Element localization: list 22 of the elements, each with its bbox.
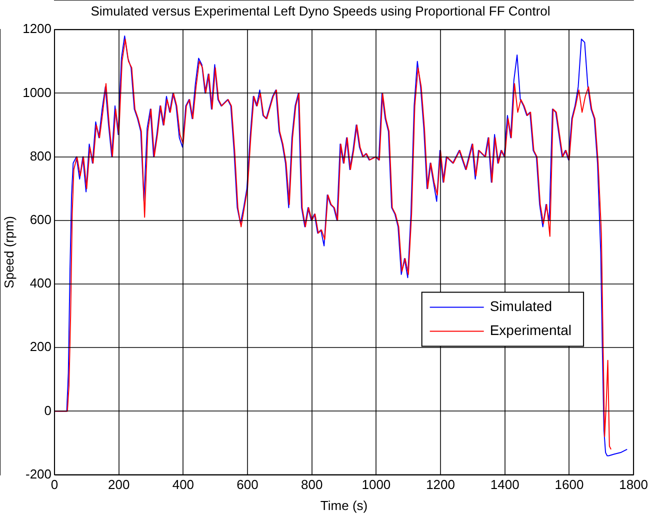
y-tick-label: 0 <box>44 402 52 418</box>
y-tick-label: 1000 <box>22 84 52 100</box>
legend-label: Experimental <box>490 322 572 338</box>
x-tick-label: 1000 <box>362 477 391 492</box>
x-tick-label: 1600 <box>554 477 584 492</box>
x-axis-title: Time (s) <box>320 498 368 513</box>
x-tick-label: 1200 <box>426 477 455 492</box>
x-tick-label: 600 <box>236 477 258 492</box>
x-tick-label: 400 <box>172 477 194 492</box>
x-tick-label: 800 <box>301 477 323 492</box>
x-tick-label: 1400 <box>490 477 520 492</box>
x-tick-label: 200 <box>108 477 130 492</box>
y-tick-label: 400 <box>30 276 52 291</box>
y-axis-title: Speed (rpm) <box>1 216 16 288</box>
y-tick-label: 600 <box>30 212 52 227</box>
legend-label: Simulated <box>490 298 552 314</box>
y-tick-label: -200 <box>25 466 52 482</box>
y-tick-label: 1200 <box>22 21 52 36</box>
y-tick-label: 200 <box>30 339 52 354</box>
y-tick-label: 800 <box>30 148 52 164</box>
x-tick-label: 1800 <box>619 477 648 492</box>
chart-title: Simulated versus Experimental Left Dyno Speeds using Proportional FF Control <box>90 3 550 18</box>
